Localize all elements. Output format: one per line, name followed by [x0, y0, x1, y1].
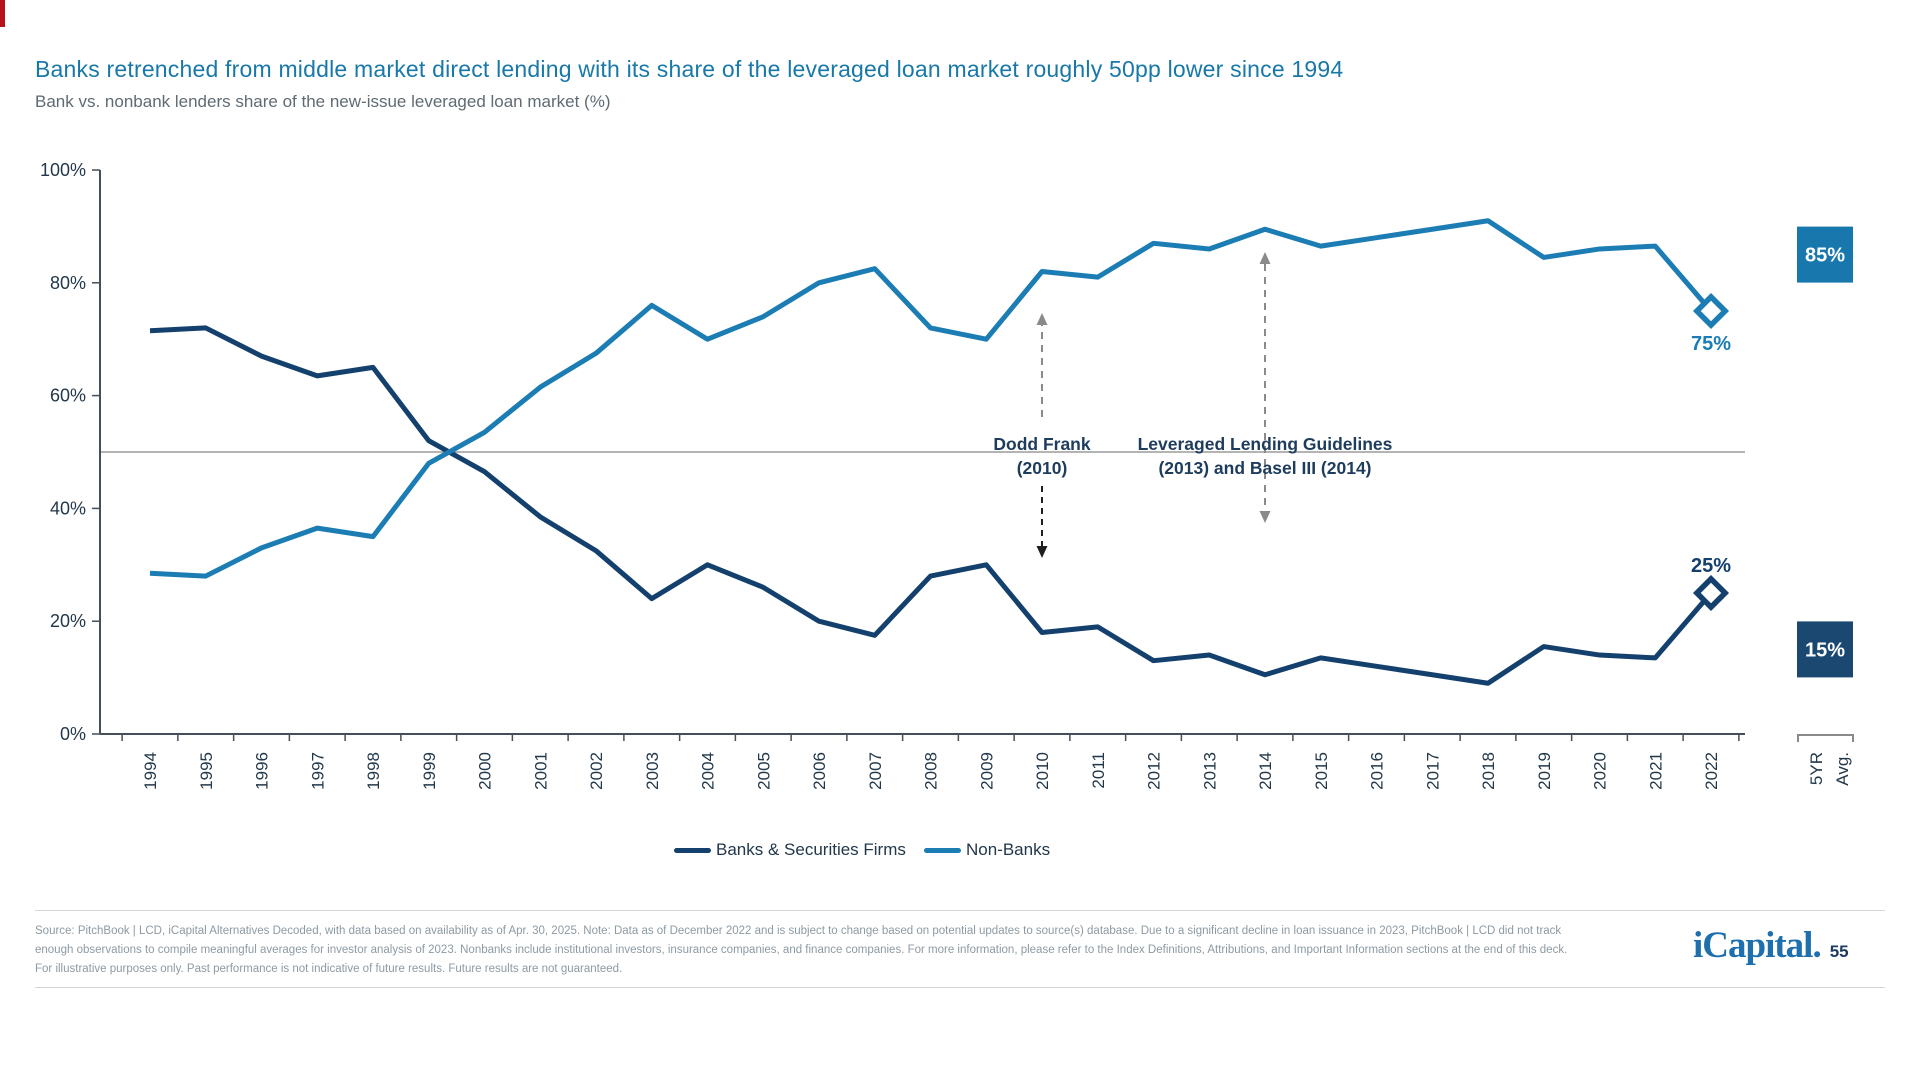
x-year-label: 1994: [141, 752, 160, 790]
x-year-label: 2021: [1646, 752, 1665, 790]
annotation-text-line2: (2013) and Basel III (2014): [1158, 458, 1371, 478]
five-yr-avg-axis-label: 5YR: [1807, 752, 1826, 785]
x-year-label: 2001: [531, 752, 550, 790]
banks-line-swatch: [674, 847, 711, 853]
x-year-label: 2019: [1535, 752, 1554, 790]
footer-line-1: Source: PitchBook | LCD, iCapital Altern…: [35, 925, 1562, 937]
end-marker-diamond: [1692, 574, 1730, 612]
y-tick-label: 80%: [50, 273, 86, 293]
chart-subtitle: Bank vs. nonbank lenders share of the ne…: [35, 92, 611, 111]
x-year-label: 2020: [1591, 752, 1610, 790]
x-year-label: 2003: [643, 752, 662, 790]
x-year-label: 2010: [1033, 752, 1052, 790]
footer-line-3: For illustrative purposes only. Past per…: [35, 963, 623, 975]
chart-legend: Banks & Securities Firms Non-Banks: [0, 838, 1920, 862]
legend-label-nonbanks: Non-Banks: [966, 840, 1051, 859]
x-year-label: 2005: [754, 752, 773, 790]
x-year-label: 1996: [253, 752, 272, 790]
footer-top-divider: [35, 910, 1885, 911]
series-line-0: [149, 325, 1713, 686]
x-year-label: 2002: [587, 752, 606, 790]
x-year-label: 2014: [1256, 752, 1275, 790]
five-yr-avg-value: 15%: [1805, 639, 1845, 661]
five-yr-avg-box: [1797, 226, 1853, 283]
five-yr-avg-box: [1797, 621, 1853, 678]
annotation-text-line1: Leveraged Lending Guidelines: [1138, 434, 1393, 454]
x-year-label: 2004: [699, 752, 718, 790]
legend-item-banks: Banks & Securities Firms: [674, 838, 906, 862]
footer-line-2: enough observations to compile meaningfu…: [35, 944, 1568, 956]
five-yr-avg-value: 85%: [1805, 245, 1845, 267]
x-year-label: 2007: [866, 752, 885, 790]
page-title: Banks retrenched from middle market dire…: [35, 56, 1344, 82]
y-tick-label: 20%: [50, 611, 86, 631]
icapital-logo: iCapital.: [1693, 925, 1822, 966]
end-value-label: 75%: [1691, 333, 1731, 355]
end-marker-diamond: [1692, 292, 1730, 330]
annotation-arrowhead: [1259, 252, 1271, 264]
x-year-label: 2018: [1479, 752, 1498, 790]
page-number: 55: [1829, 942, 1849, 961]
series-line-1: [149, 218, 1713, 579]
x-year-label: 2013: [1200, 752, 1219, 790]
x-year-label: 2022: [1702, 752, 1721, 790]
x-year-label: 1999: [420, 752, 439, 790]
x-year-label: 2008: [922, 752, 941, 790]
slide-accent-mark: [0, 0, 5, 27]
y-tick-label: 40%: [50, 498, 86, 518]
x-year-label: 2017: [1423, 752, 1442, 790]
y-tick-label: 60%: [50, 386, 86, 406]
x-year-label: 2015: [1312, 752, 1331, 790]
annotation-text-line2: (2010): [1017, 458, 1068, 478]
x-year-label: 1997: [308, 752, 327, 790]
x-year-label: 2012: [1145, 752, 1164, 790]
x-year-label: 1998: [364, 752, 383, 790]
bottom-divider: [35, 987, 1885, 988]
x-year-label: 2009: [977, 752, 996, 790]
x-year-label: 2011: [1089, 752, 1108, 789]
legend-label-banks: Banks & Securities Firms: [716, 840, 906, 859]
x-year-label: 1995: [197, 752, 216, 790]
y-tick-label: 100%: [40, 160, 86, 180]
y-tick-label: 0%: [60, 724, 86, 744]
five-yr-avg-axis-label: Avg.: [1833, 752, 1852, 786]
annotation-arrowhead: [1259, 511, 1271, 523]
annotation-text-line1: Dodd Frank: [993, 434, 1090, 454]
source-disclosure-text: Source: PitchBook | LCD, iCapital Altern…: [35, 922, 1675, 979]
annotation-arrowhead: [1036, 313, 1048, 325]
x-year-label: 2006: [810, 752, 829, 790]
five-yr-avg-bracket: [1797, 734, 1854, 742]
annotation-arrowhead: [1036, 546, 1048, 558]
x-year-label: 2016: [1368, 752, 1387, 790]
nonbanks-line-swatch: [924, 847, 961, 853]
end-value-label: 25%: [1691, 555, 1731, 577]
logo-block: iCapital. 55: [1693, 924, 1849, 967]
legend-item-nonbanks: Non-Banks: [924, 838, 1050, 862]
x-year-label: 2000: [476, 752, 495, 790]
